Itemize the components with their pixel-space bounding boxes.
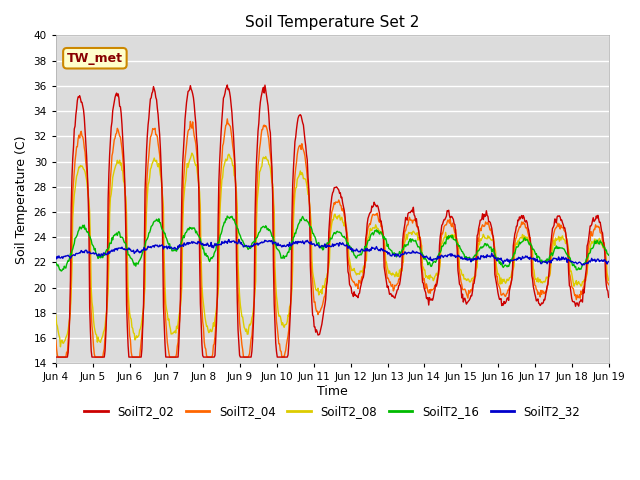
Title: Soil Temperature Set 2: Soil Temperature Set 2 xyxy=(245,15,419,30)
Legend: SoilT2_02, SoilT2_04, SoilT2_08, SoilT2_16, SoilT2_32: SoilT2_02, SoilT2_04, SoilT2_08, SoilT2_… xyxy=(79,401,585,423)
X-axis label: Time: Time xyxy=(317,385,348,398)
Text: TW_met: TW_met xyxy=(67,52,123,65)
Y-axis label: Soil Temperature (C): Soil Temperature (C) xyxy=(15,135,28,264)
